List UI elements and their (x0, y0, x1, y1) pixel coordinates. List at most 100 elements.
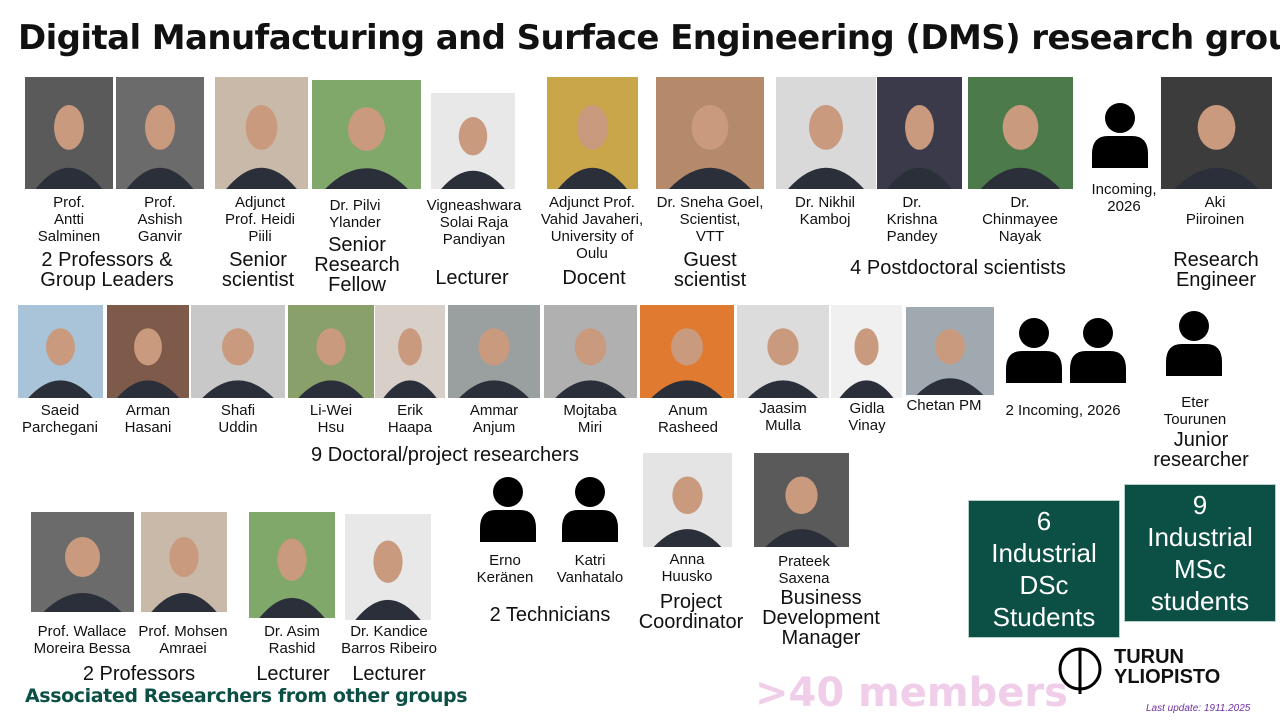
photo-face (1002, 105, 1039, 150)
photo-person (668, 167, 752, 189)
role-label: Junior researcher (1153, 429, 1249, 471)
photo-face (398, 328, 422, 366)
photo-face (222, 328, 254, 366)
member-name: Prof. Ashish Ganvir (137, 194, 183, 245)
silhouette-head (493, 477, 523, 507)
role-label: 2 Technicians (489, 604, 611, 626)
silhouette-body (1092, 136, 1148, 168)
silhouette-head (1019, 318, 1049, 348)
member-name: Saeid Parchegani (22, 402, 98, 436)
photo-person (28, 380, 93, 398)
photo-person (765, 529, 838, 547)
member-name: Katri Vanhatalo (556, 552, 624, 586)
photo-face (785, 476, 818, 515)
photo-face (64, 537, 101, 577)
member-name: Anna Huusko (661, 551, 713, 585)
role-label: Business Development Manager (762, 587, 880, 649)
photo-face (373, 540, 403, 583)
associated-name: Prof. Wallace Moreira Bessa (33, 623, 131, 657)
photo-person (441, 170, 505, 189)
photo-face (134, 328, 162, 366)
member-name: Ammar Anjum (469, 402, 519, 436)
photo-person (839, 380, 894, 398)
photo-face (935, 329, 965, 365)
silhouette-body (1166, 344, 1222, 376)
photo-person (355, 599, 421, 620)
member-name: Li-Wei Hsu (309, 402, 353, 436)
photo-face (809, 105, 843, 150)
associated-role: 2 Professors (82, 663, 196, 685)
photo-face (145, 105, 175, 150)
associated-name: Dr. Kandice Barros Ribeiro (341, 623, 437, 657)
member-name: Adjunct Prof. Heidi Piili (224, 194, 296, 245)
member-name: Prateek Saxena (778, 553, 830, 587)
member-name: Aki Piiroinen (1185, 194, 1245, 228)
photo-face (905, 105, 934, 150)
member-name: Dr. Chinmayee Nayak (982, 194, 1058, 245)
photo-person (887, 167, 952, 189)
photo-face (169, 537, 199, 577)
role-label: Project Coordinator (638, 591, 744, 633)
associated-name: Dr. Asim Rashid (264, 623, 320, 657)
photo-face (478, 328, 510, 366)
role-label: 4 Postdoctoral scientists (850, 257, 1066, 279)
photo-face (1197, 105, 1236, 150)
member-name: Dr. Pilvi Ylander (329, 197, 381, 231)
associated-heading: Associated Researchers from other groups (25, 685, 468, 707)
photo-person (43, 593, 122, 612)
member-name: Erno Keränen (476, 552, 534, 586)
photo-person (748, 380, 818, 398)
member-name: Incoming, 2026 (1091, 181, 1157, 215)
member-name: Erik Haapa (387, 402, 433, 436)
role-label: Research Engineer (1173, 249, 1259, 291)
logo-text: TURUN YLIOPISTO (1114, 646, 1221, 688)
photo-face (691, 105, 729, 150)
photo-person (226, 167, 297, 189)
slide-title: Digital Manufacturing and Surface Engine… (18, 18, 1280, 58)
photo-face (574, 328, 607, 366)
member-name: Vigneashwara Solai Raja Pandiyan (426, 197, 522, 248)
photo-face (577, 105, 608, 150)
photo-person (325, 168, 408, 189)
dsc-box: 6 Industrial DSc Students (968, 500, 1120, 638)
photo-person (259, 597, 325, 618)
photo-face (316, 328, 346, 366)
silhouette-body (1006, 351, 1062, 383)
photo-face (672, 476, 703, 515)
role-label: Lecturer (435, 267, 509, 289)
member-name: Shafi Uddin (218, 402, 258, 436)
role-label: Docent (562, 267, 626, 289)
silhouette-head (1105, 103, 1135, 133)
photo-face (347, 107, 386, 151)
photo-face (671, 328, 703, 366)
photo-person (151, 593, 217, 612)
member-name: Dr. Sneha Goel, Scientist, VTT (656, 194, 764, 245)
role-label: 9 Doctoral/project researchers (311, 444, 579, 466)
photo-person (557, 167, 628, 189)
role-label: Guest scientist (673, 249, 747, 291)
photo-person (116, 380, 180, 398)
photo-face (767, 328, 799, 366)
photo-person (202, 380, 274, 398)
photo-person (126, 167, 194, 189)
photo-face (54, 105, 84, 150)
member-name: Anum Rasheed (657, 402, 719, 436)
silhouette-body (480, 510, 536, 542)
member-name: Chetan PM (906, 397, 982, 414)
summary: >40 members (755, 670, 1068, 716)
photo-person (555, 380, 626, 398)
associated-role: Lecturer (256, 663, 330, 685)
photo-face (458, 117, 488, 156)
photo-person (383, 380, 437, 398)
silhouette-head (575, 477, 605, 507)
associated-role: Lecturer (352, 663, 426, 685)
member-name: Prof. Antti Salminen (37, 194, 101, 245)
associated-name: Prof. Mohsen Amraei (138, 623, 228, 657)
silhouette-head (1179, 311, 1209, 341)
photo-person (459, 380, 529, 398)
photo-person (916, 378, 984, 395)
role-label: Senior Research Fellow (314, 234, 400, 296)
member-name: 2 Incoming, 2026 (1005, 402, 1121, 419)
